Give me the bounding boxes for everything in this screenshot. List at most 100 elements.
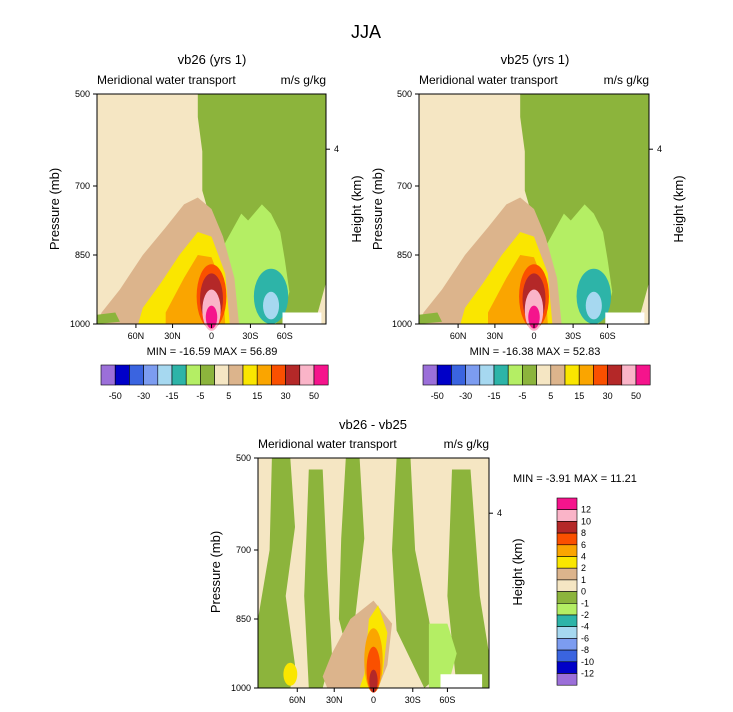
colorbar-swatch bbox=[299, 364, 315, 386]
surface-strip bbox=[419, 312, 442, 324]
colorbar-swatch bbox=[256, 364, 272, 386]
max-core bbox=[369, 669, 378, 693]
colorbar-label: 12 bbox=[581, 505, 591, 515]
panel-units-label: m/s g/kg bbox=[604, 73, 649, 87]
colorbar-swatch bbox=[436, 364, 452, 386]
colorbar-swatch bbox=[635, 364, 651, 386]
y-tick-label: 700 bbox=[397, 181, 412, 191]
max-core bbox=[205, 305, 218, 329]
contour-field bbox=[419, 94, 649, 331]
colorbar-label: -15 bbox=[165, 391, 178, 401]
min-max-stats: MIN = -16.38 MAX = 52.83 bbox=[470, 346, 601, 358]
colorbar-label: -50 bbox=[431, 391, 444, 401]
y-tick-label: 850 bbox=[397, 250, 412, 260]
colorbar-swatch bbox=[556, 673, 578, 686]
colorbar-label: -30 bbox=[459, 391, 472, 401]
colorbar-swatch bbox=[556, 591, 578, 604]
panel-units-label: m/s g/kg bbox=[444, 437, 489, 451]
colorbar-label: -5 bbox=[196, 391, 204, 401]
panel-units-label: m/s g/kg bbox=[281, 73, 326, 87]
y-tick-label: 1000 bbox=[70, 319, 90, 329]
colorbar-swatch bbox=[556, 649, 578, 663]
colorbar-swatch bbox=[536, 364, 552, 386]
panel-left-label: Meridional water transport bbox=[258, 437, 397, 451]
x-tick-label: 60N bbox=[289, 695, 306, 705]
colorbar-swatch bbox=[285, 364, 301, 386]
y-tick-label: 500 bbox=[236, 453, 251, 463]
colorbar-label: 15 bbox=[252, 391, 262, 401]
y-axis-label: Pressure (mb) bbox=[47, 168, 62, 250]
x-tick-label: 30N bbox=[487, 331, 504, 341]
contour-band bbox=[145, 298, 164, 322]
colorbar-swatch bbox=[556, 661, 578, 674]
diff-band bbox=[283, 662, 298, 686]
figure-title: JJA bbox=[351, 22, 381, 42]
min-max-stats: MIN = -3.91 MAX = 11.21 bbox=[513, 473, 637, 485]
colorbar-swatch bbox=[185, 364, 201, 386]
x-tick-label: 60S bbox=[277, 331, 293, 341]
min-max-stats: MIN = -16.59 MAX = 56.89 bbox=[147, 346, 278, 358]
panel-title: vb26 (yrs 1) bbox=[178, 52, 247, 67]
colorbar-swatch bbox=[200, 364, 215, 386]
y-tick-label: 700 bbox=[236, 545, 251, 555]
right-axis-label: Height (km) bbox=[349, 175, 364, 242]
surface-strip bbox=[97, 312, 120, 324]
negative-band bbox=[428, 623, 457, 688]
colorbar-label: 5 bbox=[226, 391, 231, 401]
colorbar-swatch bbox=[493, 364, 509, 386]
colorbar-swatch bbox=[479, 364, 495, 386]
colorbar-swatch bbox=[556, 567, 578, 581]
x-tick-label: 60S bbox=[600, 331, 616, 341]
positive-band bbox=[338, 458, 365, 665]
colorbar-label: 15 bbox=[574, 391, 584, 401]
contour-band bbox=[467, 298, 486, 322]
colorbar-swatch bbox=[214, 364, 230, 386]
colorbar-label: 5 bbox=[548, 391, 553, 401]
colorbar-label: 50 bbox=[631, 391, 641, 401]
colorbar-swatch bbox=[422, 364, 438, 386]
colorbar-swatch bbox=[129, 364, 144, 386]
colorbar-swatch bbox=[228, 364, 244, 386]
colorbar-swatch bbox=[507, 364, 523, 386]
colorbar-swatch bbox=[271, 364, 286, 386]
colorbar-label: -30 bbox=[137, 391, 150, 401]
y-tick-label: 500 bbox=[75, 89, 90, 99]
colorbar-label: 4 bbox=[581, 552, 586, 562]
max-core bbox=[528, 305, 540, 329]
x-tick-label: 0 bbox=[209, 331, 214, 341]
colorbar-label: 2 bbox=[581, 563, 586, 573]
x-tick-label: 60N bbox=[450, 331, 467, 341]
contour-field bbox=[97, 94, 326, 331]
panel-difference: vb26 - vb25 Meridional water transport m… bbox=[208, 417, 637, 705]
positive-band bbox=[304, 469, 332, 688]
colorbar-label: -6 bbox=[581, 633, 589, 643]
colorbar-label: -4 bbox=[581, 622, 589, 632]
y-tick-label: 1000 bbox=[231, 683, 251, 693]
colorbar-label: 30 bbox=[603, 391, 613, 401]
colorbar-swatch bbox=[556, 509, 578, 522]
right-axis-label: Height (km) bbox=[510, 538, 525, 605]
axes: 500 700 850 1000 4 60N 30N 0 30S 60S bbox=[231, 453, 502, 705]
colorbar-swatch bbox=[451, 364, 466, 386]
x-tick-label: 30N bbox=[326, 695, 343, 705]
x-tick-label: 0 bbox=[371, 695, 376, 705]
colorbar-swatch bbox=[607, 364, 623, 386]
colorbar-label: 50 bbox=[309, 391, 319, 401]
colorbar-swatch bbox=[621, 364, 637, 386]
y-tick-label: 850 bbox=[75, 250, 90, 260]
colorbar-swatch bbox=[578, 364, 594, 386]
negative-center bbox=[585, 291, 602, 320]
y-axis-label: Pressure (mb) bbox=[370, 168, 385, 250]
colorbar-label: -50 bbox=[109, 391, 122, 401]
colorbar-label: 6 bbox=[581, 540, 586, 550]
colorbar-swatch bbox=[550, 364, 566, 386]
colorbar-swatch bbox=[114, 364, 130, 386]
x-tick-label: 30S bbox=[565, 331, 581, 341]
colorbar-swatch bbox=[313, 364, 329, 386]
missing-data bbox=[282, 312, 322, 324]
colorbar: -50 -30 -15 -5 5 15 30 50 bbox=[100, 364, 329, 401]
colorbar-label: -15 bbox=[487, 391, 500, 401]
colorbar: -50 -30 -15 -5 5 15 30 50 bbox=[422, 364, 651, 401]
right-tick-label: 4 bbox=[657, 144, 662, 154]
